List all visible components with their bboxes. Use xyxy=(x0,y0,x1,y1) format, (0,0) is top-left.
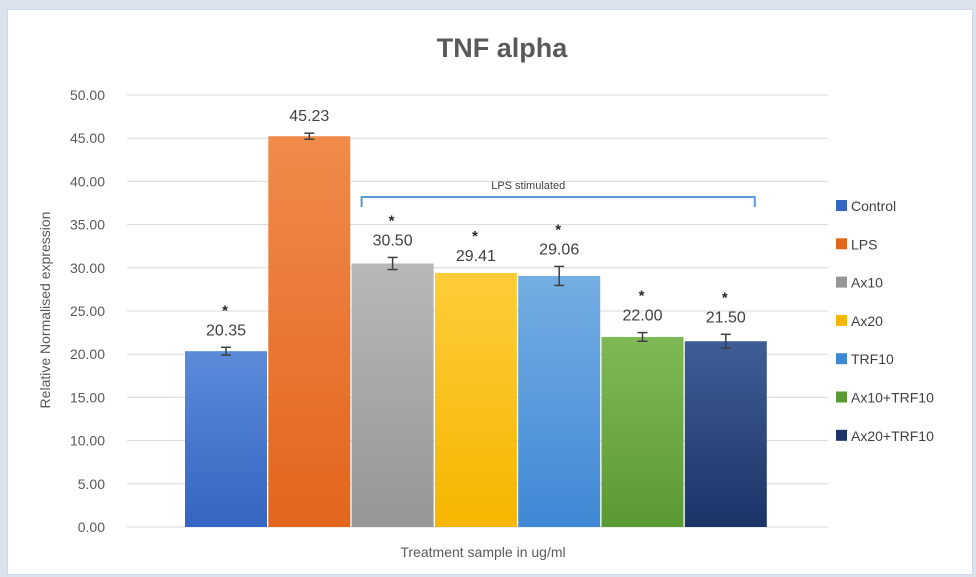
legend-swatch xyxy=(836,391,847,403)
significance-star: * xyxy=(222,302,228,319)
data-labels: 20.35 45.23 30.50 29.41 29.06 22.00 21.50 xyxy=(206,108,746,339)
data-label: 20.35 xyxy=(206,322,246,339)
legend-label: Ax10 xyxy=(851,275,883,291)
x-axis-label: Treatment sample in ug/ml xyxy=(400,544,565,560)
bars xyxy=(185,136,767,527)
significance-markers: * * * * * * xyxy=(222,212,728,319)
y-axis-label: Relative Normalised expression xyxy=(37,212,53,409)
y-tick-label: 40.00 xyxy=(70,173,105,189)
bar-trf10 xyxy=(518,275,601,527)
legend-label: Ax10+TRF10 xyxy=(851,390,934,406)
legend-swatch xyxy=(836,314,847,326)
legend-label: Ax20+TRF10 xyxy=(851,428,934,444)
data-label: 29.41 xyxy=(456,248,496,265)
legend-label: TRF10 xyxy=(851,351,894,367)
bar-lps xyxy=(268,136,351,527)
y-tick-label: 25.00 xyxy=(70,303,105,319)
lps-stimulated-bracket: LPS stimulated xyxy=(360,180,756,207)
bar-ax10-trf10 xyxy=(601,336,684,527)
y-tick-label: 5.00 xyxy=(78,476,105,492)
bracket-label: LPS stimulated xyxy=(491,180,565,192)
legend-swatch xyxy=(836,276,847,288)
error-bars xyxy=(221,132,731,356)
significance-star: * xyxy=(639,288,645,305)
significance-star: * xyxy=(389,212,395,229)
y-axis-ticks: 0.00 5.00 10.00 15.00 20.00 25.00 30.00 35.00 40… xyxy=(70,87,105,535)
bracket-line xyxy=(360,196,756,207)
legend-label: LPS xyxy=(851,236,877,252)
bar-ax20 xyxy=(434,272,517,527)
legend-swatch xyxy=(836,429,847,441)
y-tick-label: 0.00 xyxy=(78,519,105,535)
significance-star: * xyxy=(555,221,561,238)
bar-control xyxy=(185,351,267,527)
y-tick-label: 50.00 xyxy=(70,87,105,103)
y-tick-label: 45.00 xyxy=(70,130,105,146)
data-label: 22.00 xyxy=(622,308,662,325)
legend-label: Control xyxy=(851,198,896,214)
legend-label: Ax20 xyxy=(851,313,883,329)
y-tick-label: 10.00 xyxy=(70,433,105,449)
data-label: 45.23 xyxy=(289,108,329,125)
y-tick-label: 15.00 xyxy=(70,389,105,405)
data-label: 30.50 xyxy=(373,232,413,249)
data-label: 29.06 xyxy=(539,241,579,258)
significance-star: * xyxy=(722,289,728,306)
legend-swatch xyxy=(836,353,847,365)
chart-title: TNF alpha xyxy=(437,33,568,63)
legend: Control LPS Ax10 Ax20 TRF10 Ax10+TRF10 Ax20+TR… xyxy=(836,198,934,444)
significance-star: * xyxy=(472,228,478,245)
y-tick-label: 35.00 xyxy=(70,217,105,233)
bar-ax10 xyxy=(351,263,434,527)
legend-swatch xyxy=(836,200,847,211)
legend-swatch xyxy=(836,238,847,250)
y-tick-label: 20.00 xyxy=(70,346,105,362)
bar-ax20-trf10 xyxy=(684,341,767,527)
data-label: 21.50 xyxy=(706,309,746,326)
y-tick-label: 30.00 xyxy=(70,260,105,276)
